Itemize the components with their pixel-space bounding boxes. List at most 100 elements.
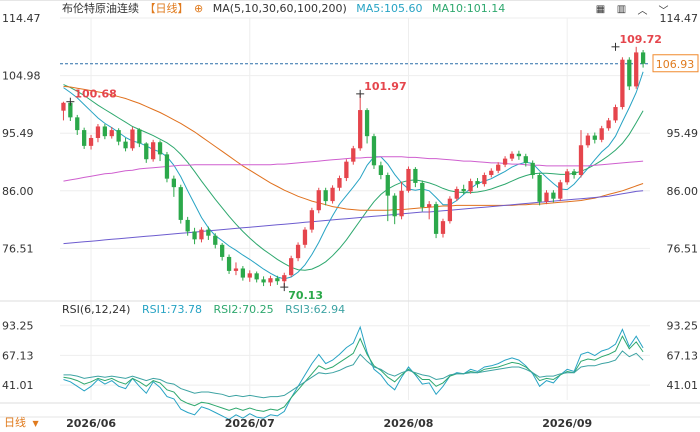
- x-tick-label: 2026/09: [542, 417, 592, 430]
- candle-body: [275, 278, 280, 282]
- chevron-down-icon[interactable]: ﹀: [658, 6, 669, 17]
- candle-body: [240, 268, 246, 278]
- candle-body: [482, 175, 487, 185]
- candlesticks: [61, 46, 646, 288]
- candle-body: [620, 59, 625, 108]
- candle-body: [254, 273, 259, 280]
- ma5-value: MA5:105.60: [356, 2, 423, 15]
- candle-body: [468, 181, 473, 192]
- candle-body: [268, 278, 273, 283]
- ma10-value: MA10:101.14: [432, 2, 506, 15]
- rsi2-line: [63, 335, 644, 412]
- rsi-tick-label-right: 67.13: [667, 349, 699, 362]
- candle-body: [364, 110, 370, 137]
- ma-label[interactable]: MA(5,10,30,60,100,200): [212, 2, 347, 15]
- rsi1-value: RSI1:73.78: [141, 303, 203, 316]
- candle-body: [461, 188, 466, 192]
- grid-lines: [0, 0, 700, 418]
- candle-body: [613, 107, 618, 121]
- candle-body: [247, 273, 252, 278]
- candle-body: [164, 154, 170, 179]
- candle-body: [95, 126, 101, 138]
- candle-body: [137, 129, 142, 144]
- candle-body: [102, 126, 107, 137]
- candle-body: [82, 130, 87, 146]
- candle-body: [447, 198, 453, 222]
- ma5-line: [63, 71, 644, 280]
- y-tick-label: 86.00: [2, 185, 34, 198]
- candle-body: [413, 168, 418, 183]
- y-tick-label: 104.98: [2, 70, 41, 83]
- rsi3-value: RSI3:62.94: [285, 303, 346, 316]
- rsi-tick-label: 93.25: [2, 320, 34, 333]
- candle-body: [151, 142, 156, 160]
- instrument-title: 布伦特原油连续: [62, 2, 139, 15]
- y-tick-label-right: 86.00: [667, 185, 699, 198]
- candle-body: [571, 171, 577, 176]
- candle-body: [634, 52, 639, 87]
- bottom-period-tab[interactable]: 日线 ▼: [0, 414, 43, 431]
- rsi-tick-label-right: 93.25: [667, 320, 699, 333]
- chevron-up-icon[interactable]: ︿: [637, 6, 648, 17]
- x-tick-label: 2026/08: [384, 417, 434, 430]
- candle-body: [61, 102, 66, 111]
- current-price-box: [652, 54, 699, 73]
- candle-body: [530, 162, 535, 176]
- price-annotations: 100.68 101.97 70.13 109.72: [66, 33, 662, 302]
- candle-body: [516, 153, 522, 157]
- bottom-tab-label: 日线: [4, 416, 26, 429]
- rsi-tick-label: 67.13: [2, 349, 34, 362]
- bar-chart-icon[interactable]: ▥: [616, 4, 627, 15]
- candle-body: [261, 279, 266, 283]
- candle-body: [344, 161, 349, 179]
- annotation-label: 70.13: [288, 289, 323, 302]
- rsi-tick-label: 41.01: [2, 379, 34, 392]
- ma100-line: [63, 190, 644, 245]
- annotation-label: 109.72: [619, 33, 661, 46]
- candle-body: [489, 170, 494, 176]
- candle-body: [502, 158, 508, 165]
- settings-dot-icon[interactable]: ⊕: [194, 2, 204, 15]
- candle-body: [116, 130, 121, 142]
- candle-body: [302, 229, 308, 245]
- candle-body: [178, 187, 183, 220]
- candle-body: [544, 192, 549, 202]
- x-tick-label: 2026/07: [225, 417, 275, 430]
- candle-body: [309, 210, 315, 230]
- candle-body: [330, 187, 335, 202]
- y-tick-label: 95.49: [2, 127, 34, 140]
- moving-average-lines: [60, 63, 650, 280]
- candle-body: [640, 52, 646, 64]
- y-tick-label: 114.47: [2, 12, 41, 25]
- candle-body: [606, 120, 611, 129]
- candle-body: [523, 156, 528, 163]
- rsi-label: RSI(6,12,24): [62, 303, 131, 316]
- candle-body: [440, 221, 446, 234]
- candle-body: [233, 268, 239, 271]
- ma10-line: [63, 84, 644, 271]
- grid-icon[interactable]: ▦: [595, 4, 606, 15]
- y-tick-label-right: 76.51: [667, 242, 699, 255]
- candle-body: [337, 178, 342, 188]
- candle-body: [157, 142, 163, 155]
- candle-body: [406, 168, 411, 191]
- x-tick-label: 2026/06: [66, 417, 116, 430]
- time-axis: 2026/06 2026/07 2026/08 2026/09: [66, 417, 592, 430]
- candle-body: [427, 204, 432, 208]
- current-price-label: 106.93: [656, 58, 695, 71]
- y-tick-label: 76.51: [2, 242, 34, 255]
- rsi2-value: RSI2:70.25: [213, 303, 274, 316]
- candle-body: [558, 182, 563, 199]
- candle-body: [496, 164, 501, 171]
- candle-body: [399, 190, 404, 217]
- candle-body: [130, 129, 135, 149]
- candle-body: [578, 145, 584, 176]
- annotation-label: 100.68: [74, 88, 116, 101]
- candle-body: [75, 117, 80, 131]
- candle-body: [599, 128, 604, 140]
- annotation-label: 101.97: [364, 80, 406, 93]
- y-tick-label-right: 114.47: [660, 12, 699, 25]
- period-selector[interactable]: 【日线】: [144, 2, 189, 15]
- candle-body: [454, 188, 459, 199]
